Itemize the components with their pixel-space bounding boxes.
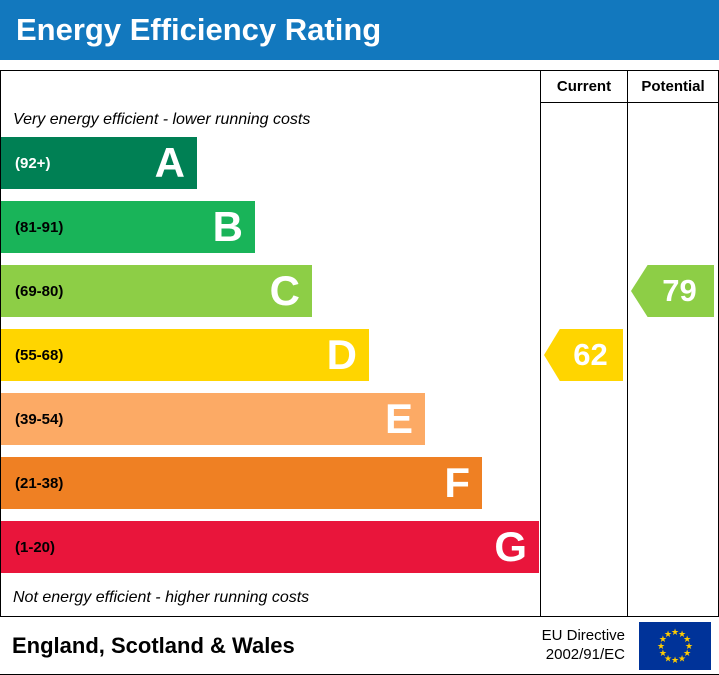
svg-text:★: ★ bbox=[659, 648, 667, 658]
chart-top-left-spacer bbox=[1, 71, 540, 103]
band-range-label: (39-54) bbox=[15, 410, 64, 428]
bands-area: Very energy efficient - lower running co… bbox=[1, 103, 540, 616]
band-letter: G bbox=[494, 523, 527, 570]
band-range-label: (1-20) bbox=[15, 538, 56, 556]
band-letter: A bbox=[154, 139, 185, 186]
band-letter: F bbox=[444, 459, 470, 506]
potential-column: 79 bbox=[627, 103, 718, 616]
bottom-note: Not energy efficient - higher running co… bbox=[13, 589, 310, 606]
eu-flag: ★ ★ ★ ★ ★ ★ ★ ★ ★ ★ ★ ★ bbox=[639, 621, 711, 670]
svg-text:★: ★ bbox=[678, 653, 686, 663]
svg-text:★: ★ bbox=[685, 641, 693, 651]
rating-chart: Current Potential Very energy efficient … bbox=[0, 70, 719, 617]
band-letter: E bbox=[384, 395, 413, 442]
band-letter: C bbox=[269, 267, 300, 314]
svg-text:★: ★ bbox=[664, 629, 672, 639]
band-range-label: (92+) bbox=[15, 154, 51, 172]
svg-text:★: ★ bbox=[683, 648, 691, 658]
current-pointer: 62 bbox=[544, 329, 623, 381]
band-bar-a: (92+) A bbox=[1, 137, 197, 189]
eu-directive-line1: EU Directive bbox=[541, 626, 625, 644]
current-column: 62 bbox=[540, 103, 627, 616]
footer: England, Scotland & Wales EU Directive 2… bbox=[0, 617, 719, 675]
eu-flag-stars: ★★★★★★★★★★★★ bbox=[639, 621, 711, 670]
header-banner: Energy Efficiency Rating bbox=[0, 0, 719, 60]
band-bar-c: (69-80) C bbox=[1, 265, 312, 317]
eu-directive-text: EU Directive 2002/91/EC bbox=[542, 627, 639, 665]
svg-text:★: ★ bbox=[657, 641, 665, 651]
current-value: 62 bbox=[573, 337, 608, 372]
band-letter: B bbox=[212, 203, 243, 250]
band-range-label: (69-80) bbox=[15, 282, 64, 300]
svg-text:★: ★ bbox=[683, 634, 691, 644]
svg-text:★: ★ bbox=[671, 627, 679, 637]
band-bar-e: (39-54) E bbox=[1, 393, 425, 445]
band-range-label: (81-91) bbox=[15, 218, 64, 236]
band-letter: D bbox=[326, 331, 357, 378]
region-label: England, Scotland & Wales bbox=[12, 632, 295, 658]
svg-text:★: ★ bbox=[678, 629, 686, 639]
svg-text:★: ★ bbox=[664, 653, 672, 663]
band-range-label: (21-38) bbox=[15, 474, 64, 492]
band-range-label: (55-68) bbox=[15, 346, 64, 364]
band-bar-g: (1-20) G bbox=[1, 521, 539, 573]
top-note: Very energy efficient - lower running co… bbox=[13, 111, 311, 128]
current-column-header: Current bbox=[540, 71, 627, 103]
band-bar-b: (81-91) B bbox=[1, 201, 255, 253]
potential-column-header: Potential bbox=[627, 71, 718, 103]
svg-text:★: ★ bbox=[659, 634, 667, 644]
svg-text:★: ★ bbox=[671, 655, 679, 665]
band-bar-f: (21-38) F bbox=[1, 457, 482, 509]
page-title: Energy Efficiency Rating bbox=[16, 12, 382, 47]
eu-directive-line2: 2002/91/EC bbox=[545, 645, 625, 663]
potential-pointer: 79 bbox=[631, 265, 714, 317]
potential-value: 79 bbox=[662, 273, 697, 308]
band-bar-d: (55-68) D bbox=[1, 329, 369, 381]
